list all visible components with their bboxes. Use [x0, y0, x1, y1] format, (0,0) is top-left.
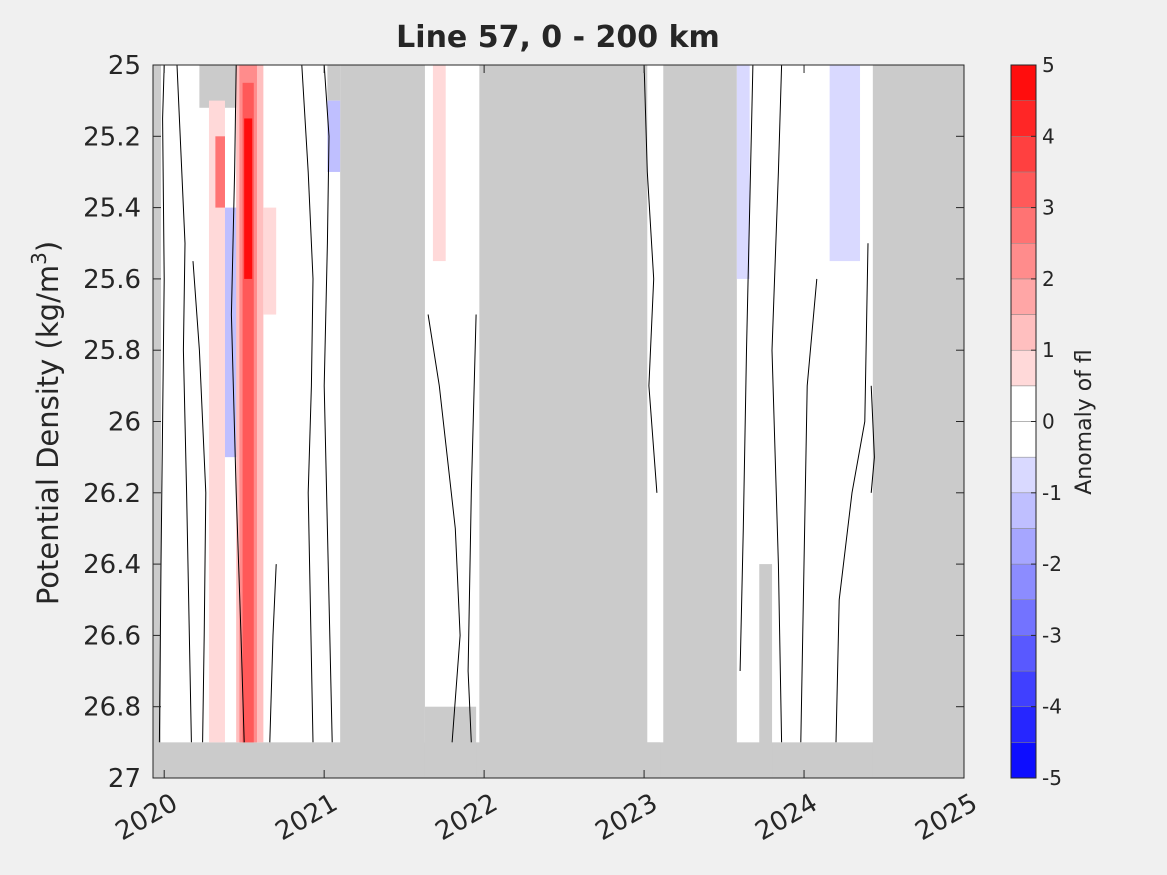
anomaly-patch [215, 136, 225, 208]
contour-line [269, 564, 277, 743]
colorbar: 5 4 3 2 1 0 -1 -2 -3 -4 -5 [1010, 53, 1062, 790]
colorbar-swatch [1010, 64, 1037, 101]
anomaly-layer [208, 65, 861, 743]
x-tick-label: 2024 [750, 788, 822, 847]
chart-title: Line 57, 0 - 200 km [396, 20, 720, 55]
colorbar-swatch [1010, 706, 1037, 743]
anomaly-patch [736, 65, 750, 279]
y-tick-label: 26 [108, 408, 141, 438]
y-axis-label-main: Potential Density (kg/m [31, 265, 65, 605]
y-tick-label: 25.6 [83, 265, 141, 295]
colorbar-tick-label: -2 [1042, 552, 1062, 576]
colorbar-swatch [1010, 742, 1037, 779]
colorbar-tick-label: 3 [1042, 196, 1055, 220]
plot-area [153, 64, 964, 778]
colorbar-swatch [1010, 385, 1037, 422]
colorbar-tick-label: -4 [1042, 695, 1062, 719]
y-tick-label: 25.2 [83, 122, 141, 152]
anomaly-patch [244, 118, 253, 279]
colorbar-swatch [1010, 278, 1037, 315]
colorbar-tick-label: 4 [1042, 124, 1055, 148]
colorbar-swatch [1010, 421, 1037, 458]
colorbar-tick-label: -5 [1042, 766, 1062, 790]
colorbar-swatch [1010, 670, 1037, 707]
anomaly-patch [242, 82, 254, 743]
x-tick-label: 2022 [431, 788, 503, 847]
contour-line [835, 243, 869, 743]
no-data-region [479, 65, 648, 778]
y-axis-label: Potential Density (kg/m3) [27, 241, 65, 605]
colorbar-tick-label: 5 [1042, 53, 1055, 77]
colorbar-swatch [1010, 243, 1037, 280]
no-data-region [327, 65, 341, 101]
y-axis-label-close: ) [31, 241, 65, 252]
y-tick-label: 26.4 [83, 550, 141, 580]
contour-line [323, 64, 333, 743]
no-data-region [340, 65, 425, 778]
x-tick-label: 2020 [111, 788, 183, 847]
y-tick-label: 25.8 [83, 336, 141, 366]
anomaly-patch [829, 65, 861, 262]
colorbar-swatch [1010, 171, 1037, 208]
contour-layer [158, 64, 875, 743]
y-tick-label: 26.8 [83, 693, 141, 723]
contour-line [870, 385, 875, 493]
colorbar-tick-label: 2 [1042, 267, 1055, 291]
anomaly-patch [208, 100, 225, 743]
contour-line [301, 64, 314, 743]
colorbar-tick-label: -1 [1042, 481, 1062, 505]
no-data-region [759, 564, 773, 778]
colorbar-swatch [1010, 563, 1037, 600]
x-tick-label: 2021 [271, 788, 343, 847]
colorbar-tick-label: -3 [1042, 623, 1062, 647]
contour-line [176, 64, 192, 743]
anomaly-patch [327, 100, 341, 172]
colorbar-tick-label: 1 [1042, 338, 1055, 362]
contour-line [771, 64, 783, 743]
y-tick-label: 26.2 [83, 479, 141, 509]
no-data-region [872, 65, 964, 778]
colorbar-swatch [1010, 528, 1037, 565]
contour-line [158, 64, 165, 743]
no-data-region [424, 706, 477, 778]
colorbar-swatch [1010, 314, 1037, 351]
no-data-region [663, 65, 737, 778]
anomaly-patch [224, 207, 238, 458]
contour-line [643, 64, 658, 493]
x-tick-label: 2025 [910, 788, 982, 847]
no-data-region [647, 742, 661, 778]
contour-line [467, 314, 477, 743]
contour-line [427, 314, 461, 743]
contour-line [739, 64, 754, 672]
colorbar-swatch [1010, 100, 1037, 137]
contour-line [800, 278, 818, 743]
colorbar-swatch [1010, 599, 1037, 636]
colorbar-swatch [1010, 349, 1037, 387]
y-tick-label: 27 [108, 764, 141, 794]
y-axis-label-superscript: 3 [27, 252, 51, 265]
contour-line [192, 261, 207, 743]
colorbar-swatch [1010, 207, 1037, 244]
colorbar-swatch [1010, 492, 1037, 529]
y-tick-label: 25 [108, 51, 141, 81]
anomaly-patch [432, 65, 446, 262]
colorbar-swatch [1010, 456, 1037, 494]
anomaly-patch [263, 207, 277, 315]
colorbar-swatch [1010, 635, 1037, 672]
y-tick-label: 26.6 [83, 621, 141, 651]
colorbar-swatch [1010, 136, 1037, 173]
no-data-layer [153, 65, 964, 778]
y-tick-label: 25.4 [83, 194, 141, 224]
colorbar-label: Anomaly of fl [1072, 349, 1097, 495]
contour-line [230, 64, 245, 743]
x-tick-label: 2023 [590, 788, 662, 847]
colorbar-tick-label: 0 [1042, 410, 1055, 434]
